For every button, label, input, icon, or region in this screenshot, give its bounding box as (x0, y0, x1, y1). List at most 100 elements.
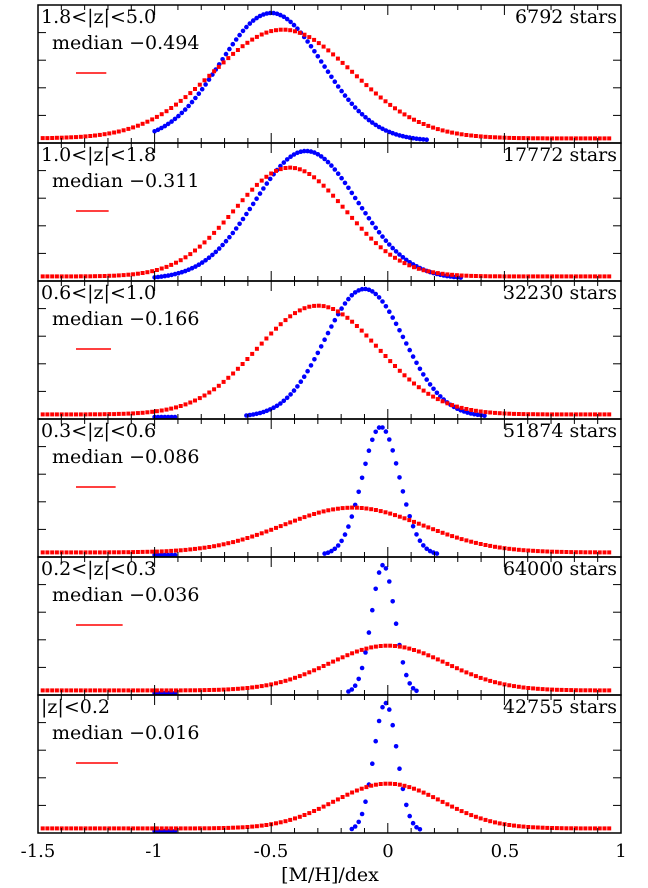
red-point (402, 645, 407, 650)
red-point (407, 377, 412, 382)
red-point (221, 60, 226, 65)
red-point (516, 684, 521, 689)
red-point (140, 271, 145, 275)
red-point (107, 412, 112, 417)
red-point (197, 244, 202, 249)
blue-point (370, 607, 375, 613)
red-point (150, 549, 155, 554)
red-point (278, 820, 283, 825)
red-point (74, 688, 78, 693)
red-point (264, 529, 269, 534)
blue-point (359, 665, 365, 671)
red-point (93, 550, 97, 555)
red-point (235, 686, 240, 691)
red-point (559, 412, 564, 417)
red-point (473, 274, 478, 278)
red-point (250, 534, 255, 539)
blue-point (383, 238, 389, 243)
panel-4: 0.3<|z|<0.6 median −0.086 51874 stars (37, 418, 622, 558)
red-point (174, 826, 178, 831)
blue-point (373, 225, 379, 231)
red-point (450, 804, 455, 809)
red-point (202, 545, 207, 550)
red-point (212, 230, 217, 235)
range-label: 0.3<|z|<0.6 (41, 420, 156, 442)
red-point (131, 125, 136, 130)
red-point (431, 270, 436, 275)
red-point (464, 538, 469, 543)
blue-point (199, 260, 205, 265)
red-point (50, 136, 55, 140)
red-point (154, 268, 159, 272)
red-point (264, 683, 269, 688)
red-point (478, 542, 483, 546)
blue-point (216, 246, 222, 251)
blue-point (400, 334, 406, 340)
red-point (416, 385, 421, 390)
red-point (507, 546, 512, 551)
blue-point (220, 242, 225, 248)
blue-point (339, 175, 344, 181)
red-point (373, 644, 378, 649)
blue-point (329, 74, 334, 80)
red-point (416, 788, 421, 793)
red-point (440, 799, 445, 804)
red-point (607, 688, 612, 693)
red-point (288, 520, 293, 525)
red-point (107, 550, 112, 555)
red-point (450, 130, 455, 135)
red-point (207, 73, 212, 78)
red-point (345, 792, 350, 797)
red-point (69, 688, 74, 693)
red-point (583, 136, 588, 141)
blue-point (383, 429, 389, 434)
median-label: median −0.086 (52, 446, 199, 468)
blue-point (346, 185, 351, 191)
red-point (74, 412, 78, 417)
red-point (221, 826, 226, 830)
blue-point (414, 360, 419, 366)
red-point (397, 109, 402, 114)
red-point (493, 274, 497, 279)
red-point (478, 409, 483, 414)
red-point (302, 306, 307, 311)
blue-point (407, 681, 413, 686)
red-point (159, 549, 164, 554)
red-point (378, 782, 383, 786)
blue-point (206, 255, 212, 260)
red-point (573, 826, 578, 831)
red-point (416, 521, 421, 526)
blue-point (376, 124, 382, 130)
red-point (488, 543, 493, 548)
red-point (521, 824, 526, 829)
red-point (169, 826, 174, 831)
red-point (540, 136, 545, 141)
red-point (97, 274, 102, 279)
red-point (407, 785, 412, 790)
red-point (573, 412, 578, 417)
x-tick-label: -1.5 (21, 841, 56, 862)
red-point (545, 412, 550, 417)
red-point (216, 64, 221, 69)
blue-point (247, 412, 253, 418)
red-point (473, 540, 478, 545)
red-point (302, 169, 307, 174)
red-point (207, 235, 212, 240)
red-point (297, 308, 302, 313)
blue-point (359, 475, 365, 481)
red-point (135, 271, 140, 276)
red-point (454, 806, 459, 811)
red-point (459, 809, 464, 814)
red-point (597, 136, 602, 141)
red-point (569, 688, 574, 693)
red-point (293, 311, 297, 316)
blue-point (410, 686, 416, 691)
red-point (93, 412, 97, 417)
red-point (469, 813, 474, 818)
red-point (554, 412, 559, 417)
red-point (259, 684, 264, 689)
blue-point (407, 813, 413, 819)
red-point (350, 651, 355, 656)
red-point (116, 273, 121, 278)
red-point (364, 785, 369, 790)
